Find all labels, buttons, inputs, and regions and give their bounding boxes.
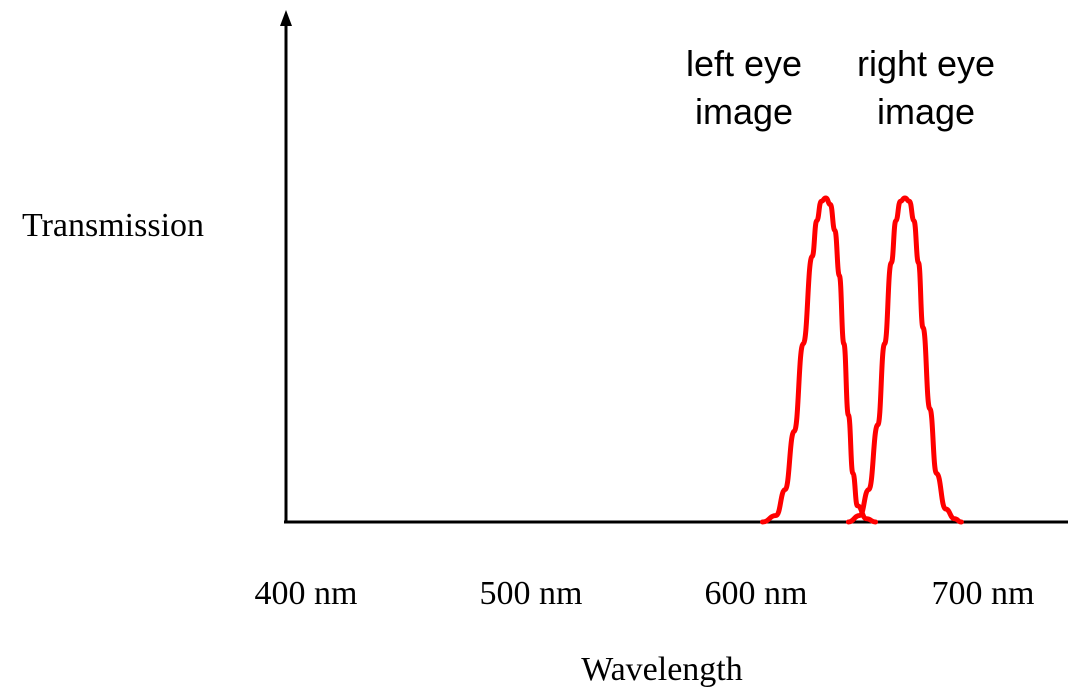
left-eye-filter-curve [760, 195, 878, 525]
y-axis-label: Transmission [22, 207, 204, 244]
x-tick-label-700: 700 nm [932, 575, 1035, 612]
x-axis-label: Wavelength [581, 651, 743, 688]
left-eye-label-line2: image [695, 91, 793, 132]
x-tick-label-400: 400 nm [255, 575, 358, 612]
x-tick-label-500: 500 nm [480, 575, 583, 612]
left-eye-label-line1: left eye [686, 43, 802, 84]
y-axis-arrowhead [280, 10, 292, 26]
right-eye-label-line1: right eye [857, 43, 995, 84]
x-tick-label-600: 600 nm [705, 575, 808, 612]
right-eye-filter-curve [845, 195, 964, 525]
right-eye-label-line2: image [877, 91, 975, 132]
